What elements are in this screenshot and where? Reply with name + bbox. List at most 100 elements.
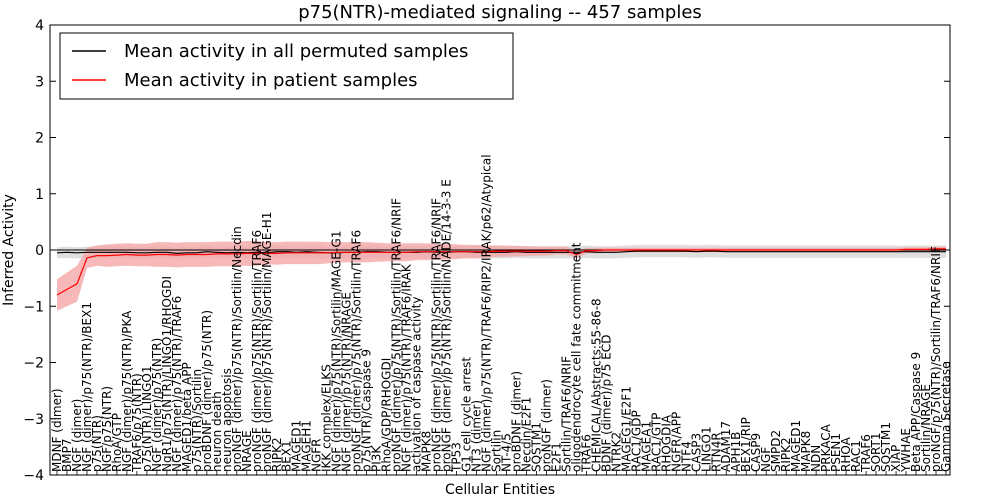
category-label: NGF (dimer)/p75(NTR)/Sortilin/MAGE-G1 bbox=[330, 231, 344, 472]
category-label: NT3 (dimer) bbox=[470, 400, 484, 472]
category-label: BEX1/RIP bbox=[739, 417, 753, 472]
category-label: neuron death bbox=[210, 391, 224, 472]
category-label: SORT1 bbox=[869, 433, 883, 473]
category-label: YWHAE bbox=[899, 428, 913, 473]
band-series-1 bbox=[57, 241, 946, 311]
category-label: proNGF (dimer)/p75(NTR)/Sortilin/TRAF6/N… bbox=[390, 198, 404, 472]
category-label: proNGF (dimer)/p75(NTR)/Sortilin/TRAF6/N… bbox=[430, 198, 444, 472]
category-label: RIPK2 bbox=[270, 437, 284, 472]
category-label: PI3K bbox=[370, 445, 384, 472]
category-label: MAPK8 bbox=[799, 431, 813, 472]
category-label: NGF (dimer)/p75(NTR)/BEX1 bbox=[80, 302, 94, 472]
y-axis-label: Inferred Activity bbox=[1, 194, 17, 306]
category-label: NGF bbox=[759, 447, 773, 472]
category-label: NGFR bbox=[310, 438, 324, 472]
category-label: NGF (dimer)/p75(NTR) bbox=[150, 338, 164, 472]
category-label: MAGED1 bbox=[290, 420, 304, 472]
category-label: NGFR/APP bbox=[669, 412, 683, 472]
category-label: RAC1/GTP bbox=[649, 413, 663, 472]
category-label: TRAF6/p75(NTR) bbox=[130, 373, 144, 473]
category-label: p75(NTR) bbox=[90, 415, 104, 472]
category-label: p75(NTR)/Sortilin bbox=[190, 369, 204, 472]
category-label: proBDNF (dimer)/p75(NTR) bbox=[200, 310, 214, 472]
category-label: proNGF (dimer)/p75(NTR)/Sortilin/MAGE-H1 bbox=[260, 212, 274, 472]
category-label: NGF (dimer)/p75(NTR)/TRAF6/RIP2/IRAK/p62… bbox=[480, 154, 494, 472]
category-label: Sortilin/TRAF6/NRIF bbox=[559, 356, 573, 472]
category-label: G1 cell cycle arrest bbox=[460, 357, 474, 472]
category-label: ADAM17 bbox=[719, 421, 733, 472]
series-lines bbox=[50, 248, 950, 296]
category-label: RhoA/GTP bbox=[110, 413, 124, 472]
category-label: proBDNF (dimer) bbox=[510, 371, 524, 472]
category-label: RAC1/GDP bbox=[629, 410, 643, 472]
category-label: NGF (dimer) bbox=[70, 399, 84, 472]
category-label: LINGO1 bbox=[699, 426, 713, 472]
y-tick-label: 4 bbox=[35, 18, 44, 34]
category-label: NGF (dimer)/p75(NTR)/PKA bbox=[120, 310, 134, 472]
category-label: proNGF/p75(NTR)/Sortilin/TRAF6/NRIF bbox=[929, 246, 943, 472]
y-tick-label: 1 bbox=[35, 187, 44, 203]
y-tick-label: 2 bbox=[35, 131, 44, 147]
legend-label-patient: Mean activity in patient samples bbox=[124, 70, 418, 91]
category-label: proNGF (dimer)/p75(NTR)/Sortilin/TRAF6 bbox=[250, 230, 264, 472]
category-label: NGF (dimer)/p75(NTR)/NRAGE bbox=[340, 292, 354, 472]
category-label: MAGED1/beta APP bbox=[180, 362, 194, 472]
y-tick-label: 3 bbox=[35, 74, 44, 90]
y-tick-label: −3 bbox=[23, 412, 44, 428]
category-label: IKK complex/ELKS bbox=[320, 364, 334, 472]
category-label: Gamma Secretase bbox=[939, 361, 953, 472]
category-label: NDN bbox=[809, 445, 823, 472]
category-label: proNGF (dimer)/p75(NTR)/Sortilin/NADE/14… bbox=[440, 179, 454, 472]
category-label: CHEMICAL/Abstracts:55-86-8 bbox=[589, 298, 603, 472]
category-label: E2F1 bbox=[549, 442, 563, 472]
y-tick-label: 0 bbox=[35, 243, 44, 259]
category-label: neuron apoptosis bbox=[220, 368, 234, 472]
category-label: NgR1/p75(NTR)/LINGO1/RHOGDI bbox=[160, 276, 174, 472]
category-label: NGF (dimer)/p75(NTR)/TRAF6/IRAK bbox=[400, 263, 414, 472]
category-label: BEX1 bbox=[280, 440, 294, 472]
category-label: p75(NTR)/LINGO1 bbox=[140, 365, 154, 472]
category-label: oligodendrocyte cell fate commitment bbox=[569, 242, 583, 472]
category-label: MAGED1 bbox=[789, 420, 803, 472]
category-label: NGF/p75(NTR) bbox=[100, 386, 114, 472]
y-tick-label: −1 bbox=[23, 299, 44, 315]
category-label: proNGF (dimer)/p75(NTR)/Sortilin/TRAF6 bbox=[350, 230, 364, 472]
category-label: Sortilin/NRAGE bbox=[919, 384, 933, 472]
chart-title: p75(NTR)-mediated signaling -- 457 sampl… bbox=[298, 2, 702, 23]
category-label: NT-4/5 bbox=[500, 433, 514, 472]
category-label: MAPK8 bbox=[420, 431, 434, 472]
category-label: RHOA bbox=[839, 436, 853, 472]
category-label: SQSTM1 bbox=[530, 422, 544, 472]
category-label: MAGEG1/E2F1 bbox=[619, 386, 633, 472]
legend-box bbox=[59, 32, 514, 100]
legend-label-permuted: Mean activity in all permuted samples bbox=[124, 41, 468, 62]
category-label: NTF4 bbox=[679, 441, 693, 472]
category-label: MAGEH1 bbox=[300, 420, 314, 472]
category-label: MAGEA1 bbox=[639, 421, 653, 472]
y-tick-label: −2 bbox=[23, 356, 44, 372]
x-axis-label: Cellular Entities bbox=[445, 482, 555, 498]
category-label: TRAF6 bbox=[859, 434, 873, 473]
category-label: NRAGE bbox=[240, 430, 254, 472]
legend: Mean activity in all permuted samples Me… bbox=[59, 32, 514, 100]
category-label: Beta APP/Caspase 9 bbox=[909, 352, 923, 472]
y-axis: 4 3 2 1 0 −1 −2 −3 −4 bbox=[23, 18, 950, 484]
line-series-1 bbox=[56, 248, 946, 296]
category-label: NGF (dimer)/p75(NTR)/TRAF6 bbox=[170, 296, 184, 472]
category-label: RhoA/GDP/RHOGDI bbox=[380, 358, 394, 472]
category-label: TRAF6 bbox=[579, 434, 593, 473]
category-label: activation of caspase activity bbox=[410, 297, 424, 472]
y-tick-label: −4 bbox=[23, 468, 44, 484]
category-label: SMPD2 bbox=[769, 430, 783, 472]
category-label: MDNF (dimer) bbox=[50, 388, 64, 472]
category-label: CASP3 bbox=[689, 433, 703, 472]
category-label: RAC1 bbox=[849, 440, 863, 472]
category-label: p75(NTR)/Caspase 9 bbox=[360, 349, 374, 472]
category-label: SQSTM1 bbox=[879, 422, 893, 472]
category-label: BMP7 bbox=[60, 439, 74, 472]
category-label: CASP9 bbox=[749, 433, 763, 472]
category-label: BDNF (dimer)/p75 ECD bbox=[599, 335, 613, 472]
category-label: APH1B bbox=[729, 432, 743, 472]
category-label: XIAP bbox=[889, 445, 903, 472]
category-label: PRKACA bbox=[819, 423, 833, 472]
